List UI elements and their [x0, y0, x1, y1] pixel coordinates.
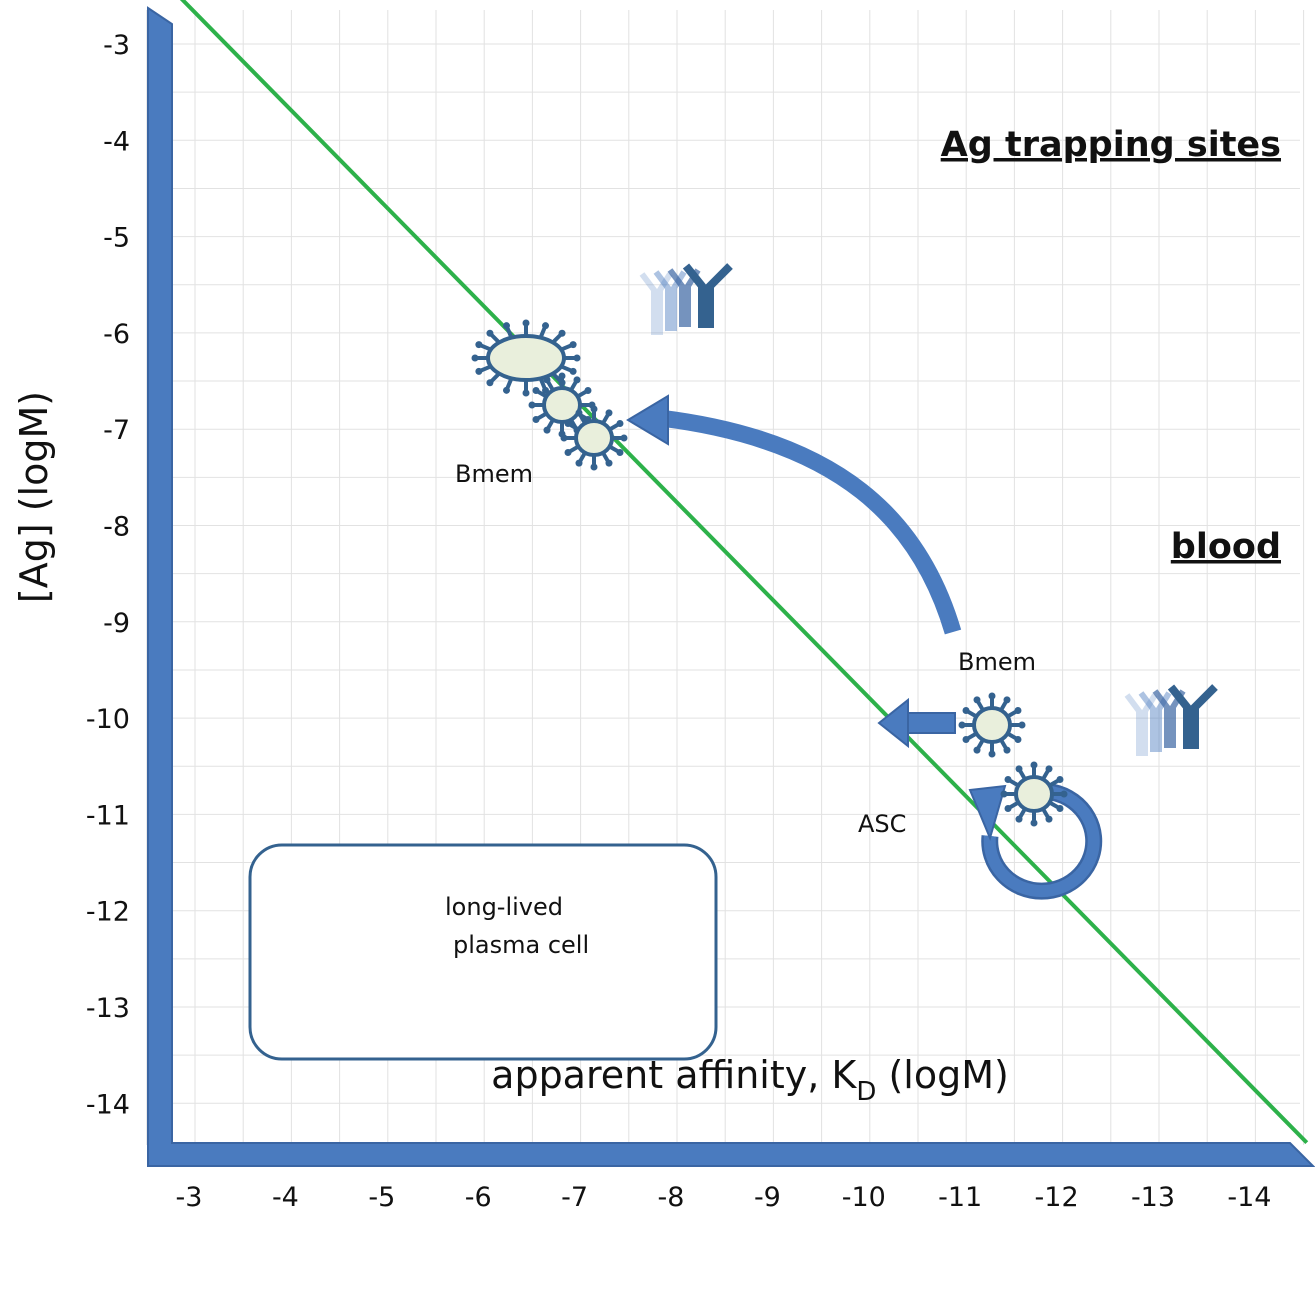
label-bmem-upper: Bmem	[455, 460, 533, 488]
plasma-cell-icon	[471, 319, 581, 397]
y-tick-label: -11	[86, 800, 130, 831]
label-asc: ASC	[858, 810, 906, 838]
x-tick-label: -6	[465, 1182, 492, 1213]
y-tick-label: -3	[103, 30, 130, 61]
x-tick-label: -13	[1131, 1182, 1175, 1213]
x-axis-title: apparent affinity, KD (logM)	[491, 1053, 1009, 1107]
y-tick-label: -13	[86, 993, 130, 1024]
legend-text-line1: long-lived	[445, 893, 563, 921]
region-label-ag-trapping: Ag trapping sites	[941, 125, 1281, 165]
x-tick-label: -14	[1227, 1182, 1271, 1213]
memory-b-cell-icon	[958, 692, 1026, 758]
self-renewal-arrow-icon	[968, 782, 1103, 900]
series-line	[179, 0, 1309, 1145]
x-tick-label: -10	[842, 1182, 886, 1213]
x-tick-label: -11	[938, 1182, 982, 1213]
antibody-icon-lower	[1124, 684, 1218, 756]
differentiation-arrow	[877, 697, 956, 749]
asc-cell-icon	[1000, 761, 1068, 827]
legend-box: long-lived plasma cell	[248, 843, 718, 1061]
y-tick-label: -12	[86, 897, 130, 928]
y-tick-label: -6	[103, 319, 130, 350]
y-tick-label: -8	[103, 512, 130, 543]
x-tick-label: -9	[754, 1182, 781, 1213]
x-tick-label: -8	[658, 1182, 685, 1213]
y-tick-label: -10	[86, 704, 130, 735]
x-tick-labels: -3 -4 -5 -6 -7 -8 -9 -10 -11 -12 -13 -14	[176, 1182, 1272, 1213]
memory-b-cell-icon	[560, 405, 628, 471]
y-tick-labels: -3 -4 -5 -6 -7 -8 -9 -10 -11 -12 -13 -14	[86, 30, 130, 1120]
x-tick-label: -4	[272, 1182, 299, 1213]
y-tick-label: -4	[103, 126, 130, 157]
y-tick-label: -9	[103, 608, 130, 639]
antibody-icon-upper	[639, 263, 733, 335]
x-tick-label: -5	[368, 1182, 395, 1213]
y-axis-title: [Ag] (logM)	[12, 391, 56, 603]
legend-text-line2: plasma cell	[453, 931, 589, 959]
x-tick-label: -3	[176, 1182, 203, 1213]
y-tick-label: -14	[86, 1089, 130, 1120]
axis-frame	[147, 6, 1315, 1167]
region-label-blood: blood	[1171, 527, 1281, 567]
x-tick-label: -7	[561, 1182, 588, 1213]
label-bmem-lower: Bmem	[958, 648, 1036, 676]
y-tick-label: -5	[103, 223, 130, 254]
x-tick-label: -12	[1035, 1182, 1079, 1213]
y-tick-label: -7	[103, 415, 130, 446]
migration-arrow	[626, 394, 962, 635]
